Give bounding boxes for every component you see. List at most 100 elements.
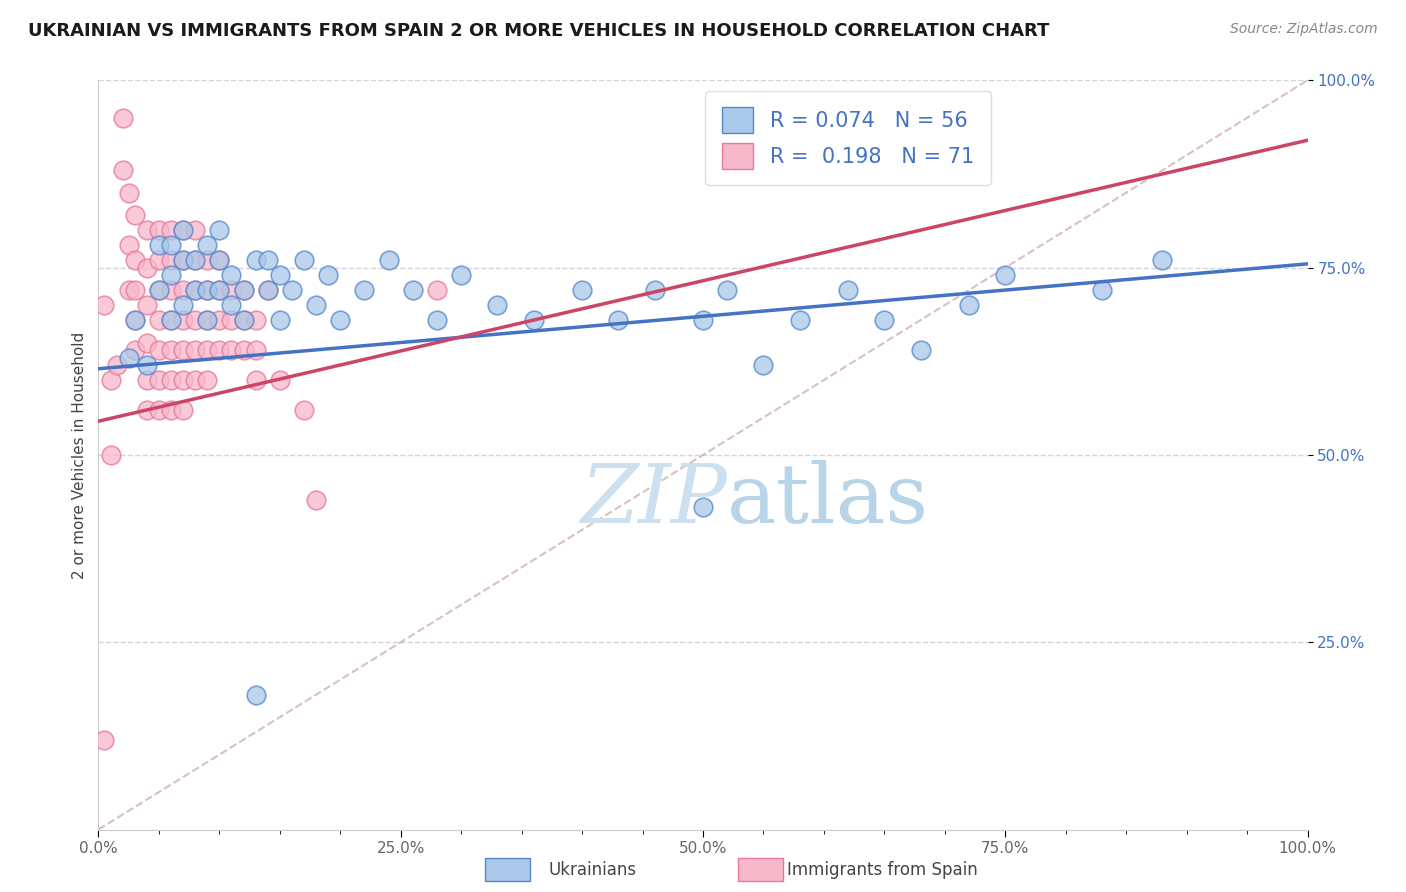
Point xyxy=(450,268,472,282)
Text: UKRAINIAN VS IMMIGRANTS FROM SPAIN 2 OR MORE VEHICLES IN HOUSEHOLD CORRELATION C: UKRAINIAN VS IMMIGRANTS FROM SPAIN 2 OR … xyxy=(28,22,1049,40)
Point xyxy=(172,253,194,268)
Point xyxy=(316,268,339,282)
Point xyxy=(195,343,218,357)
Point xyxy=(377,253,399,268)
Point xyxy=(184,373,207,387)
Point xyxy=(172,253,194,268)
Point xyxy=(208,283,231,297)
Point xyxy=(135,335,157,350)
Point xyxy=(172,223,194,237)
Point xyxy=(256,283,278,297)
Point xyxy=(160,313,183,327)
Point xyxy=(135,403,157,417)
Point xyxy=(245,688,267,702)
Point xyxy=(148,403,170,417)
Point xyxy=(172,403,194,417)
Point xyxy=(160,403,183,417)
Point xyxy=(172,283,194,297)
Point xyxy=(752,358,775,372)
Point xyxy=(184,253,207,268)
Point xyxy=(994,268,1017,282)
Point xyxy=(172,223,194,237)
Point xyxy=(607,313,630,327)
Point xyxy=(232,283,254,297)
Point xyxy=(160,238,183,252)
Point xyxy=(789,313,811,327)
Point xyxy=(245,343,267,357)
Point xyxy=(124,208,146,222)
Point xyxy=(111,111,134,125)
Point xyxy=(245,253,267,268)
Y-axis label: 2 or more Vehicles in Household: 2 or more Vehicles in Household xyxy=(72,331,87,579)
Point xyxy=(269,313,291,327)
Point xyxy=(172,298,194,312)
Point xyxy=(160,313,183,327)
Point xyxy=(402,283,425,297)
Point xyxy=(135,260,157,275)
Point xyxy=(135,358,157,372)
Point xyxy=(208,313,231,327)
Point xyxy=(1091,283,1114,297)
Text: Immigrants from Spain: Immigrants from Spain xyxy=(787,861,979,879)
Point xyxy=(269,268,291,282)
Point xyxy=(118,186,141,200)
Point xyxy=(118,238,141,252)
Point xyxy=(269,373,291,387)
Point xyxy=(105,358,128,372)
Point xyxy=(523,313,546,327)
Point xyxy=(232,313,254,327)
Point xyxy=(184,283,207,297)
Text: ZIP: ZIP xyxy=(581,460,727,540)
Point xyxy=(172,343,194,357)
Point xyxy=(160,223,183,237)
Point xyxy=(160,253,183,268)
Point xyxy=(208,223,231,237)
Point xyxy=(195,313,218,327)
Point xyxy=(910,343,932,357)
Point xyxy=(208,283,231,297)
Point xyxy=(148,283,170,297)
Point xyxy=(124,313,146,327)
Point xyxy=(957,298,980,312)
Point xyxy=(292,253,315,268)
Point xyxy=(195,313,218,327)
Point xyxy=(232,313,254,327)
Point xyxy=(644,283,666,297)
Point xyxy=(221,298,243,312)
Point xyxy=(221,283,243,297)
Point xyxy=(148,283,170,297)
Point xyxy=(426,313,449,327)
Point xyxy=(184,223,207,237)
Point xyxy=(292,403,315,417)
Point xyxy=(100,373,122,387)
Point xyxy=(305,492,328,507)
Point xyxy=(172,313,194,327)
Point xyxy=(305,298,328,312)
Point xyxy=(716,283,738,297)
Point xyxy=(124,343,146,357)
Point xyxy=(172,373,194,387)
Point xyxy=(232,283,254,297)
Text: atlas: atlas xyxy=(727,460,929,540)
Point xyxy=(329,313,352,327)
Point xyxy=(256,253,278,268)
Point xyxy=(208,253,231,268)
Point xyxy=(873,313,896,327)
Point xyxy=(148,343,170,357)
Point xyxy=(124,253,146,268)
Point xyxy=(184,283,207,297)
Point xyxy=(221,268,243,282)
Point xyxy=(208,343,231,357)
Point xyxy=(148,313,170,327)
Point xyxy=(111,163,134,178)
Point xyxy=(245,373,267,387)
Point xyxy=(1152,253,1174,268)
Point xyxy=(426,283,449,297)
Point xyxy=(232,343,254,357)
Point xyxy=(160,268,183,282)
Point xyxy=(692,313,714,327)
Point xyxy=(184,313,207,327)
Point xyxy=(135,298,157,312)
Point xyxy=(160,373,183,387)
Point xyxy=(221,313,243,327)
